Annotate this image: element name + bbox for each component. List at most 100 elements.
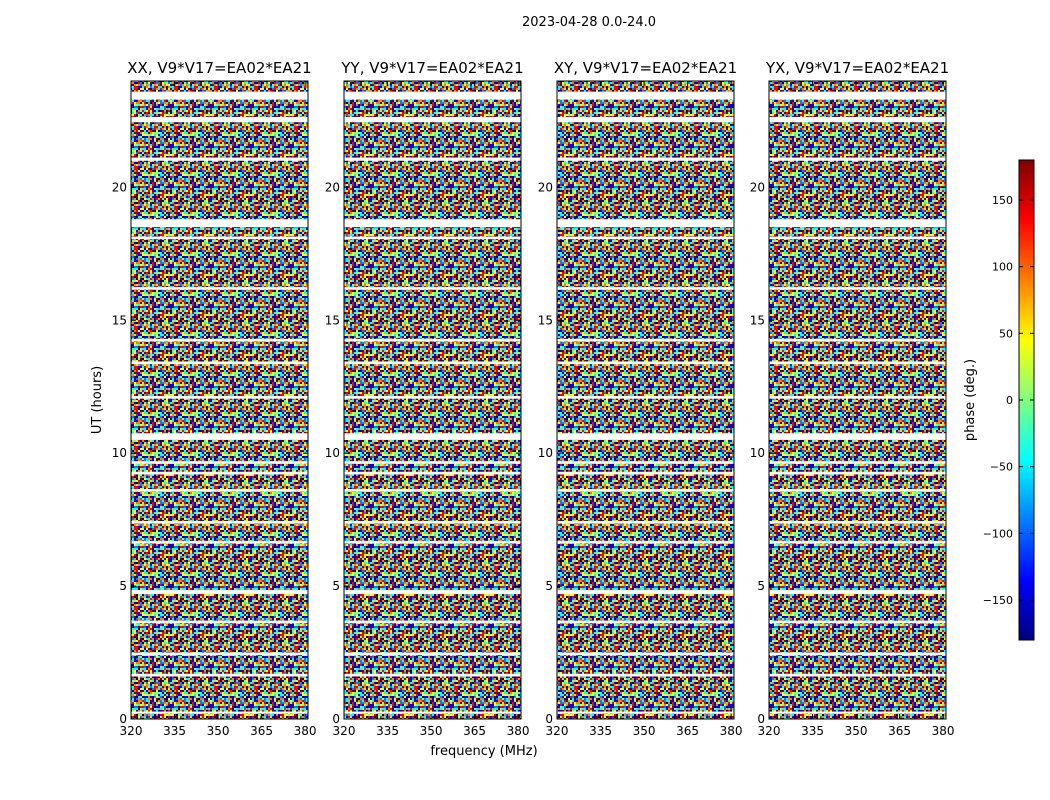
flagged-band [557,540,734,544]
flagged-band [344,489,521,492]
colorbar: −150 −100 −50 0 50 100 150 [983,159,1035,641]
x-tick-label: 365 [250,724,273,738]
flagged-band [131,620,308,624]
flagged-band [769,361,946,365]
flagged-band [344,461,521,464]
y-axis-label: UT (hours) [90,366,105,434]
flagged-band [344,590,521,595]
panel-title: YX, V9*V17=EA02*EA21 [765,59,949,77]
y-tick-label: 20 [325,180,340,194]
colorbar-tick-label: −50 [990,461,1013,474]
x-tick-label: 335 [589,724,612,738]
x-tick-label: 335 [163,724,186,738]
x-tick-label: 335 [376,724,399,738]
flagged-band [557,620,734,624]
y-tick-label: 0 [332,712,340,726]
flagged-band [557,116,734,123]
flagged-band [344,711,521,714]
x-tick-label: 350 [845,724,868,738]
flagged-band [131,520,308,524]
flagged-band [557,652,734,656]
flagged-band [131,540,308,544]
y-tick-label: 5 [332,579,340,593]
phase-image [557,81,734,719]
axes-frame [556,80,735,720]
flagged-band [769,396,946,399]
y-tick-label: 5 [119,579,127,593]
y-tick-label: 20 [750,180,765,194]
axes-frame [130,80,309,720]
flagged-band [769,116,946,123]
colorbar-tick-label: 0 [1006,394,1013,407]
flagged-band [769,673,946,677]
panel-xx: XX, V9*V17=EA02*EA21 320 335 350 365 380 0 5 10 1… [112,59,317,738]
colorbar-tick-label: 100 [992,261,1013,274]
panel-xy: XY, V9*V17=EA02*EA21 320 335 350 365 380 0 5 10 1… [538,59,743,738]
panel-yy: YY, V9*V17=EA02*EA21 320 335 350 365 380 0 5 10 1… [325,59,530,738]
flagged-band [769,433,946,440]
flagged-band [131,461,308,464]
figure-suptitle: 2023-04-28 0.0-24.0 [522,15,656,30]
flagged-band [557,433,734,440]
flagged-band [131,287,308,290]
flagged-band [131,673,308,677]
flagged-band [131,157,308,161]
flagged-band [344,652,521,656]
flagged-band [769,711,946,714]
flagged-band [344,620,521,624]
phase-image [344,81,521,719]
flagged-band [344,287,521,290]
flagged-band [131,91,308,100]
colorbar-tick-label: 150 [992,194,1013,207]
x-tick-label: 320 [758,724,781,738]
flagged-band [557,461,734,464]
flagged-band [131,652,308,656]
y-tick-label: 20 [538,180,553,194]
y-tick-label: 10 [750,446,765,460]
flagged-band [769,287,946,290]
flagged-band [769,236,946,240]
flagged-band [131,711,308,714]
y-tick-label: 0 [119,712,127,726]
x-tick-label: 350 [633,724,656,738]
flagged-band [344,219,521,228]
flagged-band [557,338,734,342]
flagged-band [131,590,308,595]
phase-image [131,81,308,719]
flagged-band [557,157,734,161]
x-tick-label: 365 [676,724,699,738]
flagged-band [344,520,521,524]
flagged-band [557,711,734,714]
x-tick-label: 365 [463,724,486,738]
flagged-band [344,338,521,342]
flagged-band [557,219,734,228]
colorbar-tick-label: −150 [983,594,1013,607]
flagged-band [131,338,308,342]
flagged-band [769,219,946,228]
x-tick-label: 380 [720,724,743,738]
x-tick-label: 365 [888,724,911,738]
colorbar-tick-label: 50 [999,327,1013,340]
x-tick-label: 380 [932,724,955,738]
flagged-band [769,461,946,464]
y-tick-label: 0 [545,712,553,726]
flagged-band [769,489,946,492]
x-tick-label: 320 [546,724,569,738]
flagged-band [769,620,946,624]
x-tick-label: 350 [207,724,230,738]
flagged-band [344,471,521,475]
flagged-band [769,520,946,524]
x-tick-label: 320 [333,724,356,738]
y-tick-label: 15 [538,313,553,327]
flagged-band [769,157,946,161]
flagged-band [344,433,521,440]
flagged-band [131,396,308,399]
y-tick-label: 0 [757,712,765,726]
flagged-band [769,652,946,656]
flagged-band [557,520,734,524]
y-tick-label: 15 [750,313,765,327]
y-tick-label: 5 [757,579,765,593]
flagged-band [769,540,946,544]
panels: XX, V9*V17=EA02*EA21 320 335 350 365 380 0 5 10 1… [112,59,955,738]
flagged-band [557,489,734,492]
